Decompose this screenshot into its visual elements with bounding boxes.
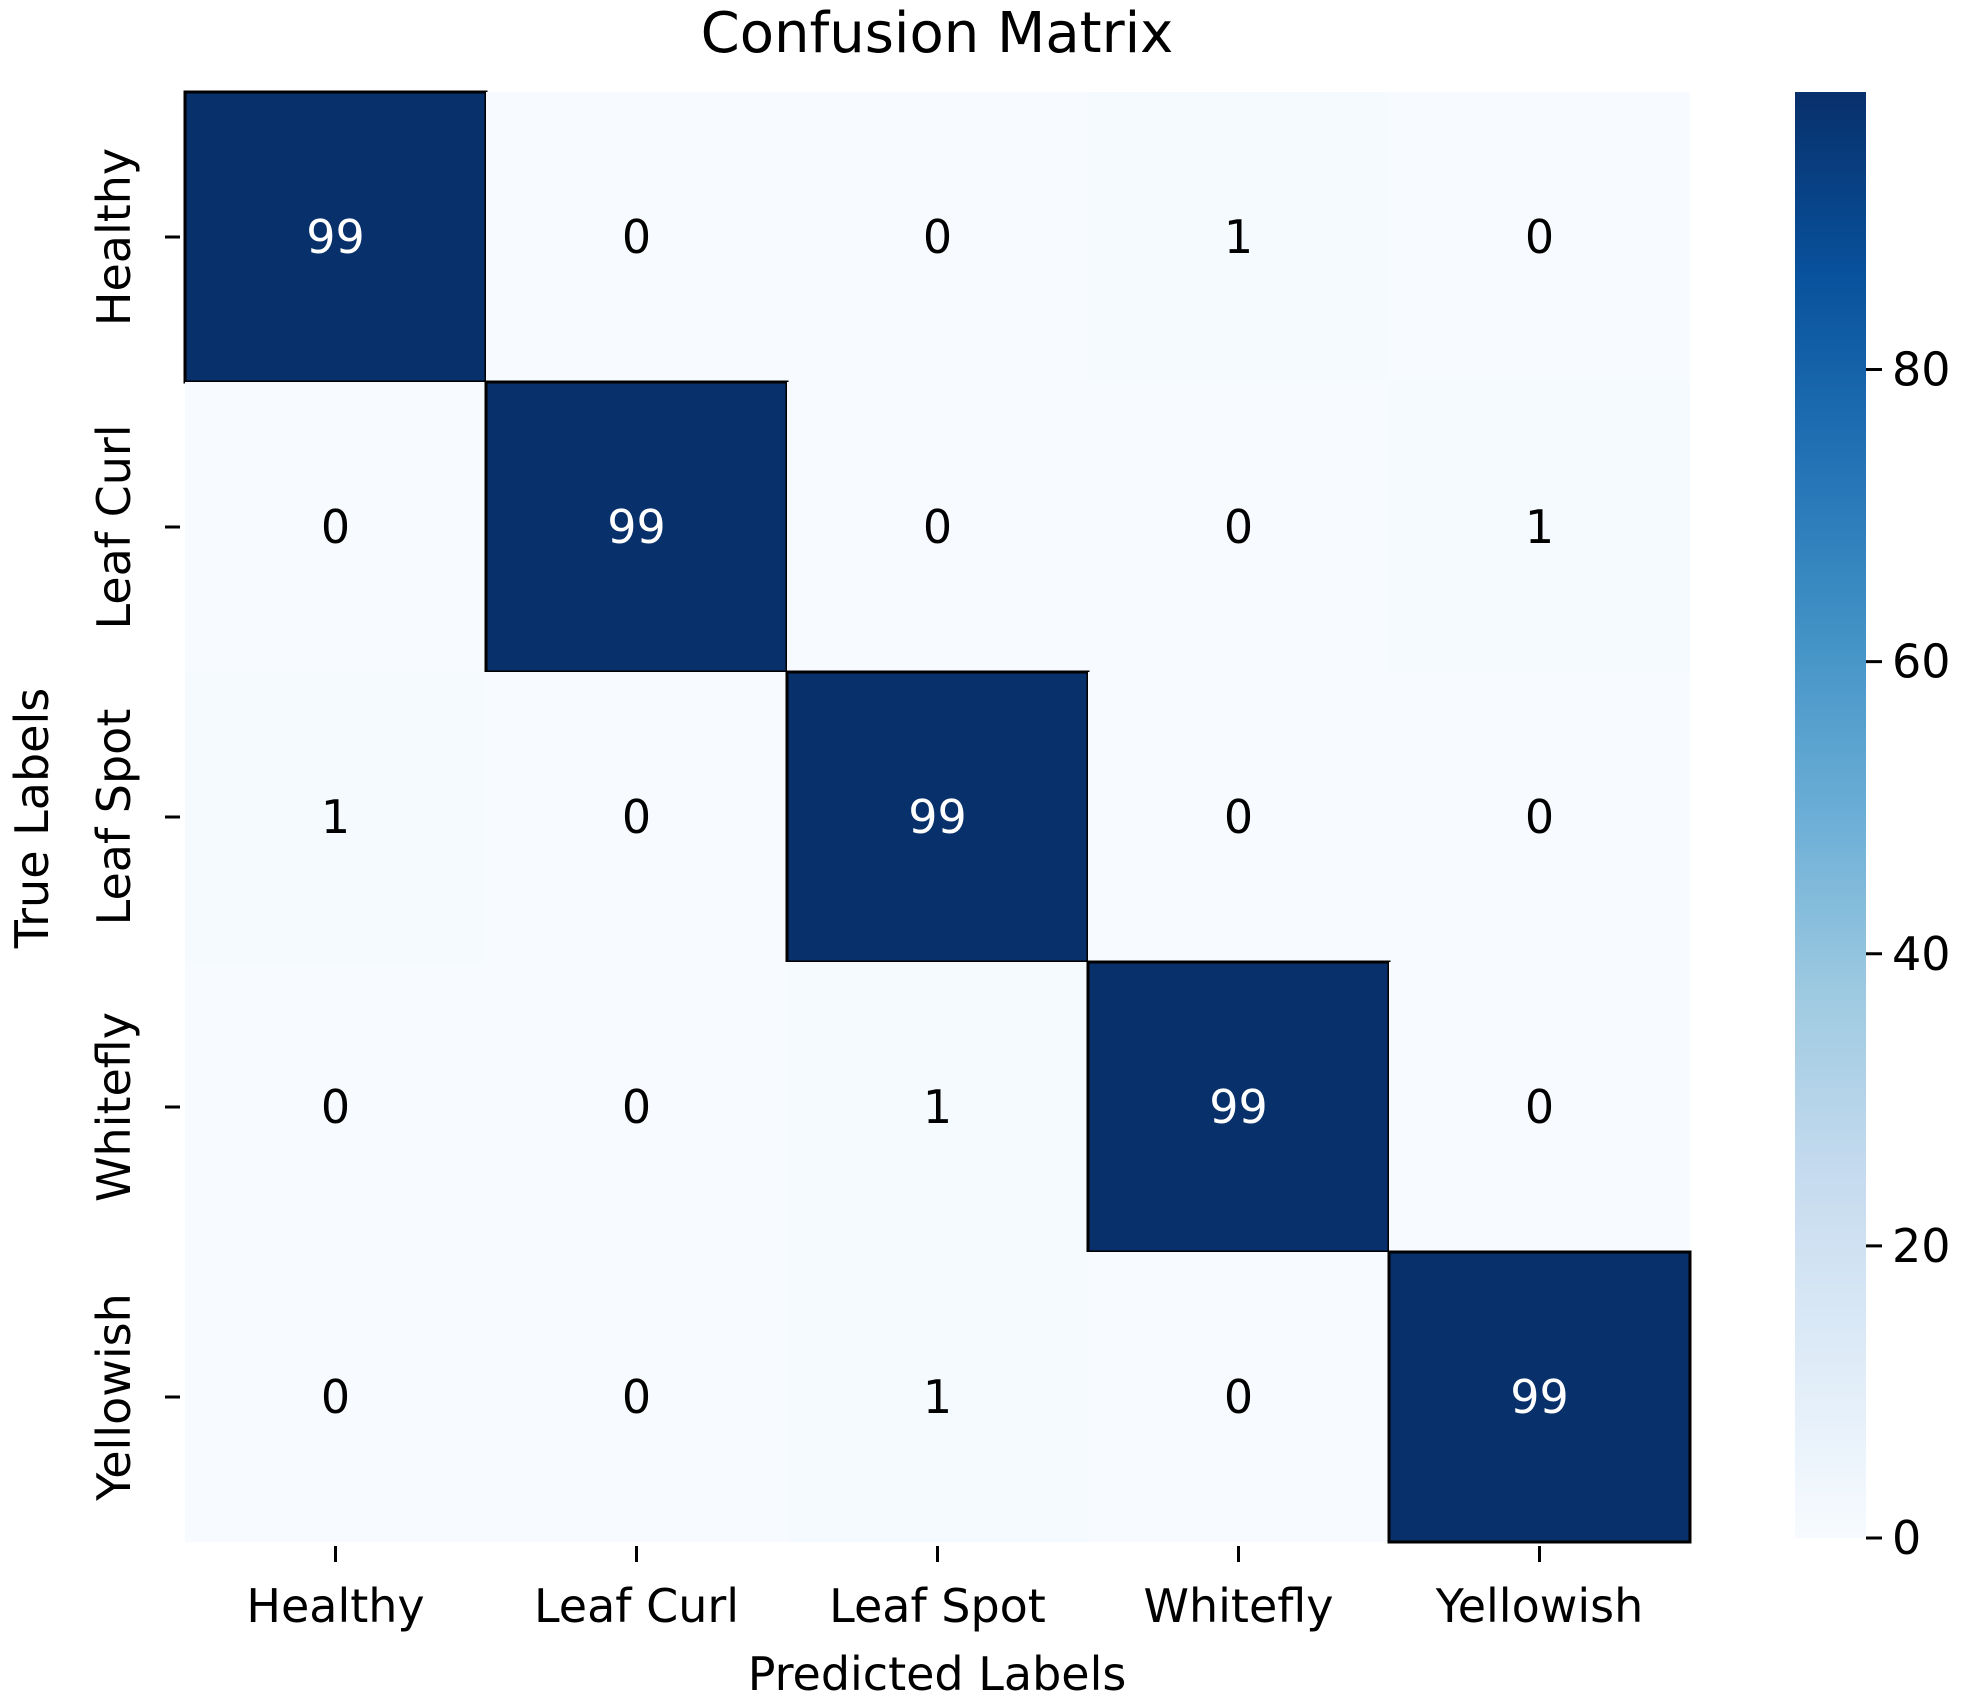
- heatmap-cell-value: 1: [1525, 500, 1554, 554]
- heatmap-cell-value: 1: [321, 790, 350, 844]
- heatmap-cell-value: 0: [321, 1080, 350, 1134]
- y-tick-label-whitefly: Whitefly: [87, 1012, 141, 1202]
- x-axis-label: Predicted Labels: [748, 1647, 1127, 1699]
- heatmap-cell: [486, 962, 787, 1252]
- x-tick-label-leaf-curl: Leaf Curl: [534, 1579, 739, 1633]
- y-tick-label-leaf-spot: Leaf Spot: [87, 709, 141, 926]
- heatmap-cell: [486, 1252, 787, 1542]
- heatmap-cell: [185, 672, 486, 962]
- heatmap-cell: [1086, 960, 1391, 1254]
- heatmap-cell: [486, 92, 787, 382]
- heatmap-cells: [183, 90, 1692, 1544]
- heatmap-cell-value: 0: [1525, 790, 1554, 844]
- y-axis-label: True Labels: [5, 688, 59, 949]
- heatmap-cell-value: 0: [1224, 500, 1253, 554]
- heatmap-cell-value: 1: [923, 1080, 952, 1134]
- heatmap-cell-value: 0: [1224, 1370, 1253, 1424]
- colorbar-tick-label: 80: [1892, 343, 1951, 397]
- colorbar-tick-label: 60: [1892, 635, 1951, 689]
- y-tick-label-leaf-curl: Leaf Curl: [87, 424, 141, 629]
- heatmap-cell: [1088, 672, 1389, 962]
- heatmap-cell-value: 0: [321, 500, 350, 554]
- heatmap-cell-value: 0: [622, 1370, 651, 1424]
- heatmap-cell: [785, 670, 1090, 964]
- x-tick-label-yellowish: Yellowish: [1435, 1579, 1644, 1633]
- heatmap-cell-value: 0: [1525, 1080, 1554, 1134]
- heatmap-cell-value: 99: [607, 500, 666, 554]
- heatmap-cell: [185, 1252, 486, 1542]
- heatmap-cell: [1389, 962, 1690, 1252]
- colorbar-ticks: 0 20 40 60 80: [1866, 343, 1951, 1565]
- heatmap-cell: [183, 90, 488, 384]
- heatmap-cell: [787, 382, 1088, 672]
- heatmap-cell: [1088, 1252, 1389, 1542]
- heatmap-cell-value: 99: [306, 210, 365, 264]
- heatmap-cell-value: 0: [923, 210, 952, 264]
- heatmap-cell: [185, 962, 486, 1252]
- heatmap-cell-value: 99: [1209, 1080, 1268, 1134]
- heatmap-cell: [1389, 672, 1690, 962]
- heatmap-cell-value: 0: [321, 1370, 350, 1424]
- heatmap-cell: [1088, 92, 1389, 382]
- heatmap-cell: [1387, 1250, 1692, 1544]
- colorbar-tick-label: 0: [1892, 1511, 1921, 1565]
- colorbar-tick-label: 20: [1892, 1219, 1951, 1273]
- x-tick-label-healthy: Healthy: [246, 1579, 424, 1633]
- heatmap-cell-labels: 99 0 0 1 0 0 99 0 0 1 1 0 99 0 0 0 0 1 99 0 0 0 1 0 99: [306, 210, 1569, 1424]
- heatmap-cell-value: 0: [923, 500, 952, 554]
- heatmap-cell-value: 0: [1224, 790, 1253, 844]
- heatmap-cell-value: 99: [1510, 1370, 1569, 1424]
- heatmap-cell: [185, 382, 486, 672]
- heatmap-cell-value: 0: [1525, 210, 1554, 264]
- heatmap-cell: [1389, 382, 1690, 672]
- colorbar-tick-label: 40: [1892, 927, 1951, 981]
- x-tick-label-leaf-spot: Leaf Spot: [829, 1579, 1046, 1633]
- heatmap-cell-value: 99: [908, 790, 967, 844]
- y-axis-ticks: Healthy Leaf Curl Leaf Spot Whitefly Yellowi…: [87, 148, 180, 1502]
- heatmap-cell: [1088, 382, 1389, 672]
- y-tick-label-healthy: Healthy: [87, 148, 141, 326]
- heatmap-cell: [1389, 92, 1690, 382]
- x-tick-label-whitefly: Whitefly: [1144, 1579, 1334, 1633]
- heatmap-cell-value: 1: [923, 1370, 952, 1424]
- colorbar-gradient: [1795, 92, 1866, 1538]
- heatmap-cell-value: 1: [1224, 210, 1253, 264]
- heatmap-cell: [787, 92, 1088, 382]
- heatmap-cell: [486, 672, 787, 962]
- x-axis-ticks: Healthy Leaf Curl Leaf Spot Whitefly Yellowi…: [246, 1546, 1643, 1633]
- heatmap-cell: [787, 962, 1088, 1252]
- y-tick-label-yellowish: Yellowish: [87, 1293, 141, 1502]
- heatmap-cell: [787, 1252, 1088, 1542]
- heatmap-cell-value: 0: [622, 1080, 651, 1134]
- heatmap-cell-value: 0: [622, 210, 651, 264]
- colorbar: 0 20 40 60 80: [1795, 92, 1951, 1565]
- heatmap-cell-value: 0: [622, 790, 651, 844]
- chart-title: Confusion Matrix: [701, 1, 1174, 66]
